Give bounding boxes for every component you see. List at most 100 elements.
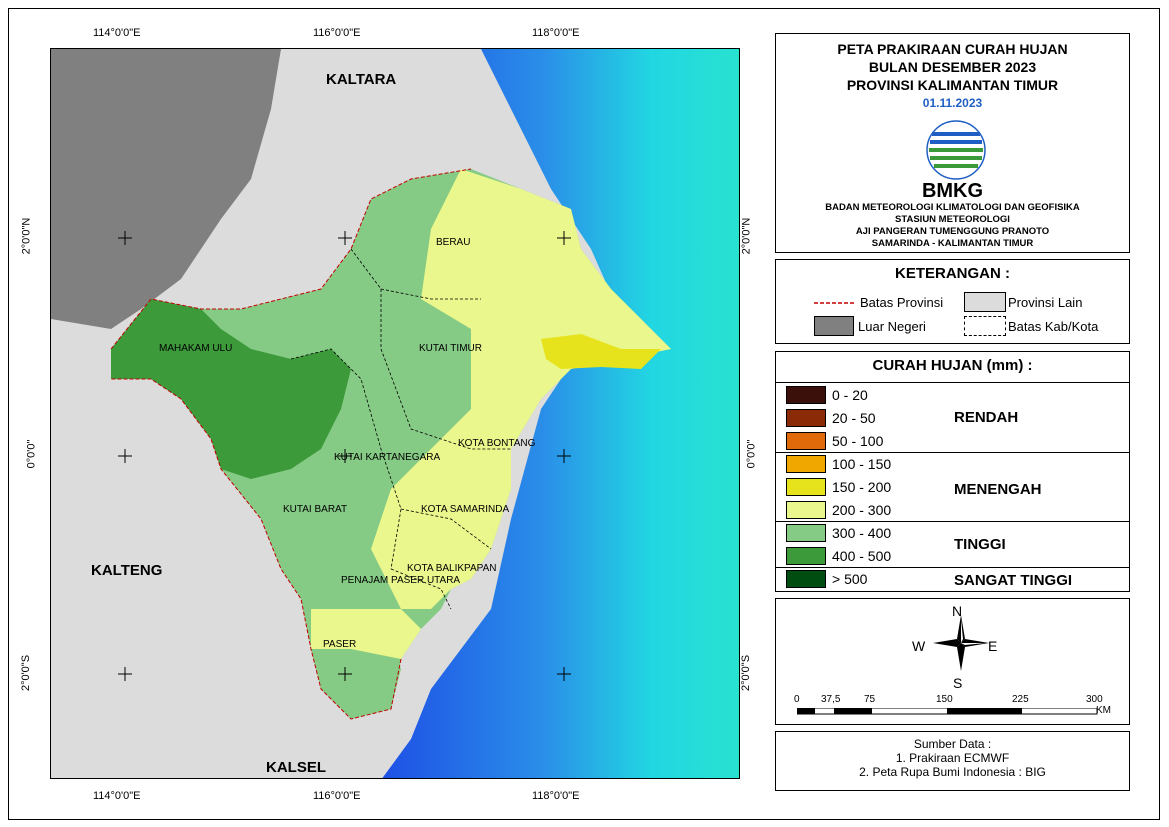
compass-scale-box: N S E W 0 37,5 75 150 225 300 KM	[775, 598, 1130, 725]
luar-negeri-swatch	[814, 316, 854, 336]
legend-label-0: 0 - 20	[832, 387, 868, 403]
legend-label-2: 50 - 100	[832, 433, 884, 449]
lat-label-right-2n: 2°0'0"N	[740, 217, 753, 255]
zone-400-500	[111, 299, 351, 479]
region-label-kalteng: KALTENG	[91, 562, 163, 579]
bmkg-brand: BMKG	[921, 180, 984, 202]
rainfall-legend: CURAH HUJAN (mm) : 0 - 20 20 - 50 50 - 1…	[775, 351, 1130, 592]
region-label-mahakam-ulu: MAHAKAM ULU	[159, 343, 233, 354]
region-label-kota-samarinda: KOTA SAMARINDA	[421, 504, 510, 515]
region-label-paser: PASER	[323, 639, 357, 650]
scale-bar-graphic	[797, 708, 1098, 715]
lat-label-left-2s: 2°0'0"S	[20, 654, 33, 692]
region-label-kaltara: KALTARA	[326, 71, 397, 88]
legend-label-3: 100 - 150	[832, 456, 892, 472]
bmkg-logo-icon	[926, 120, 986, 180]
keterangan-box: KETERANGAN : Batas Provinsi Provinsi Lai…	[775, 259, 1130, 344]
luar-negeri-area	[51, 49, 281, 329]
legend-divider	[776, 521, 1129, 522]
legend-swatch-7	[786, 547, 826, 565]
legend-label-5: 200 - 300	[832, 502, 892, 518]
legend-swatch-5	[786, 501, 826, 519]
source-line-1: 1. Prakiraan ECMWF	[895, 751, 1010, 765]
legend-row-1: 20 - 50	[786, 409, 876, 427]
category-sangat-tinggi: SANGAT TINGGI	[954, 572, 1073, 589]
lat-label-left-2n: 2°0'0"N	[20, 217, 33, 255]
scale-tick-0: 0	[794, 694, 800, 705]
region-label-kota-balikpapan: KOTA BALIKPAPAN	[407, 563, 497, 574]
legend-label-1: 20 - 50	[832, 410, 876, 426]
category-rendah: RENDAH	[954, 409, 1019, 426]
batas-provinsi-label: Batas Provinsi	[860, 295, 944, 310]
inst-line-4: SAMARINDA - KALIMANTAN TIMUR	[871, 238, 1034, 249]
legend-divider	[776, 452, 1129, 453]
source-line-2: 2. Peta Rupa Bumi Indonesia : BIG	[859, 765, 1046, 779]
legend-swatch-6	[786, 524, 826, 542]
scale-tick-1: 37,5	[821, 694, 841, 705]
region-label-kalsel: KALSEL	[266, 759, 326, 776]
legend-label-8: > 500	[832, 571, 868, 587]
sea-area	[382, 49, 739, 778]
source-heading: Sumber Data :	[913, 737, 992, 751]
compass-n: N	[952, 603, 963, 619]
legend-swatch-4	[786, 478, 826, 496]
scale-tick-4: 225	[1012, 694, 1029, 705]
lon-label-bottom-118: 118°0'0"E	[532, 790, 580, 802]
region-label-kutai-barat: KUTAI BARAT	[283, 504, 348, 515]
legend-row-3: 100 - 150	[786, 455, 891, 473]
legend-row-0: 0 - 20	[786, 386, 868, 404]
legend-swatch-0	[786, 386, 826, 404]
compass-s: S	[953, 675, 963, 691]
legend-swatch-2	[786, 432, 826, 450]
map-canvas	[51, 49, 739, 778]
lat-label-right-2s: 2°0'0"S	[740, 654, 753, 692]
legend-row-6: 300 - 400	[786, 524, 891, 542]
legend-divider	[776, 567, 1129, 568]
keterangan-heading: KETERANGAN :	[895, 265, 1010, 282]
scale-tick-2: 75	[864, 694, 876, 705]
title-date: 01.11.2023	[922, 96, 983, 110]
title-box: PETA PRAKIRAAN CURAH HUJAN BULAN DESEMBE…	[775, 33, 1130, 253]
inst-line-1: BADAN METEOROLOGI KLIMATOLOGI DAN GEOFIS…	[825, 202, 1080, 213]
compass-rose-icon	[933, 615, 989, 671]
region-label-kota-bontang: KOTA BONTANG	[458, 438, 536, 449]
legend-label-6: 300 - 400	[832, 525, 892, 541]
zone-150-200	[541, 334, 661, 369]
title-line-3: PROVINSI KALIMANTAN TIMUR	[846, 77, 1059, 93]
zone-200-300	[371, 169, 671, 609]
legend-row-7: 400 - 500	[786, 547, 891, 565]
lat-label-left-0: 0°0'0"	[25, 439, 38, 469]
legend-row-5: 200 - 300	[786, 501, 891, 519]
provinsi-lain-label: Provinsi Lain	[1008, 295, 1083, 310]
institution: BADAN METEOROLOGI KLIMATOLOGI DAN GEOFIS…	[776, 202, 1129, 250]
source-box: Sumber Data : 1. Prakiraan ECMWF 2. Peta…	[775, 731, 1130, 791]
legend-row-4: 150 - 200	[786, 478, 891, 496]
lon-label-top-116: 116°0'0"E	[313, 27, 361, 39]
scale-unit: KM	[1096, 705, 1111, 716]
province-border	[110, 168, 472, 720]
zone-south-yellow	[311, 609, 421, 659]
legend-swatch-3	[786, 455, 826, 473]
lon-label-top-118: 118°0'0"E	[532, 27, 580, 39]
category-tinggi: TINGGI	[954, 536, 1006, 553]
region-label-penajam: PENAJAM PASER UTARA	[341, 575, 461, 586]
legend-heading: CURAH HUJAN (mm) :	[872, 357, 1033, 374]
legend-row-2: 50 - 100	[786, 432, 883, 450]
legend-label-4: 150 - 200	[832, 479, 892, 495]
lon-label-top-114: 114°0'0"E	[93, 27, 141, 39]
legend-swatch-8	[786, 570, 826, 588]
compass-e: E	[988, 638, 998, 654]
compass-w: W	[912, 638, 926, 654]
provinsi-lain-swatch	[964, 292, 1006, 312]
region-label-kutai-timur: KUTAI TIMUR	[419, 343, 482, 354]
luar-negeri-label: Luar Negeri	[858, 319, 926, 334]
batas-kab-swatch	[964, 316, 1006, 336]
inst-line-2: STASIUN METEOROLOGI	[895, 214, 1010, 225]
scale-tick-5: 300	[1086, 694, 1103, 705]
batas-kab-label: Batas Kab/Kota	[1008, 319, 1099, 334]
title-line-2: BULAN DESEMBER 2023	[868, 59, 1037, 75]
legend-row-8: > 500	[786, 570, 867, 588]
rainfall-map[interactable]: KALTARA KALTENG KALSEL BERAU MAHAKAM ULU…	[50, 48, 740, 779]
lon-label-bottom-114: 114°0'0"E	[93, 790, 141, 802]
scale-tick-3: 150	[936, 694, 953, 705]
